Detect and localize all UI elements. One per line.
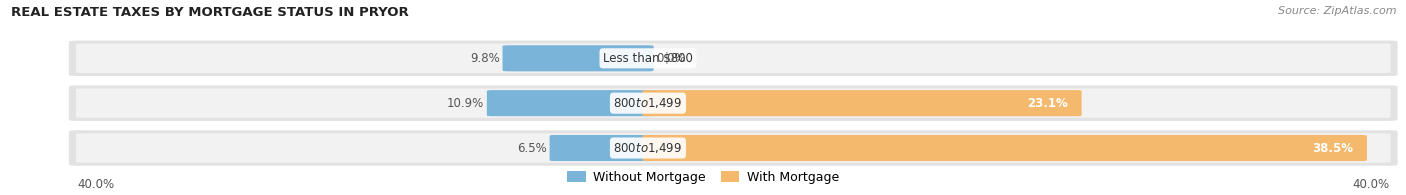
Text: 23.1%: 23.1%: [1026, 97, 1067, 110]
Text: 40.0%: 40.0%: [77, 178, 114, 191]
FancyBboxPatch shape: [643, 90, 1081, 116]
FancyBboxPatch shape: [69, 130, 1398, 166]
FancyBboxPatch shape: [69, 85, 1398, 121]
FancyBboxPatch shape: [76, 89, 1391, 118]
FancyBboxPatch shape: [486, 90, 654, 116]
Text: Source: ZipAtlas.com: Source: ZipAtlas.com: [1278, 6, 1396, 16]
Text: REAL ESTATE TAXES BY MORTGAGE STATUS IN PRYOR: REAL ESTATE TAXES BY MORTGAGE STATUS IN …: [11, 6, 409, 19]
Text: 6.5%: 6.5%: [517, 142, 547, 154]
Legend: Without Mortgage, With Mortgage: Without Mortgage, With Mortgage: [562, 166, 844, 189]
FancyBboxPatch shape: [76, 133, 1391, 163]
Text: $800 to $1,499: $800 to $1,499: [613, 96, 682, 110]
Text: $800 to $1,499: $800 to $1,499: [613, 141, 682, 155]
FancyBboxPatch shape: [76, 44, 1391, 73]
FancyBboxPatch shape: [69, 41, 1398, 76]
FancyBboxPatch shape: [643, 135, 1367, 161]
Text: 9.8%: 9.8%: [470, 52, 499, 65]
FancyBboxPatch shape: [550, 135, 654, 161]
Text: 40.0%: 40.0%: [1353, 178, 1389, 191]
FancyBboxPatch shape: [502, 45, 654, 71]
Text: 38.5%: 38.5%: [1312, 142, 1353, 154]
Text: Less than $800: Less than $800: [603, 52, 693, 65]
Text: 10.9%: 10.9%: [447, 97, 484, 110]
Text: 0.0%: 0.0%: [657, 52, 686, 65]
